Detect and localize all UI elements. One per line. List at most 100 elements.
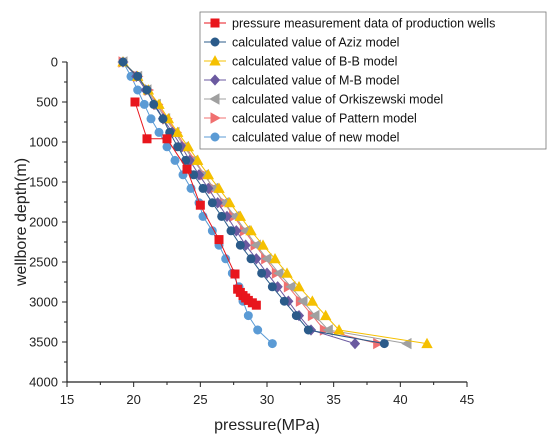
legend-box	[199, 11, 547, 150]
data-point	[182, 164, 192, 174]
data-point	[146, 114, 156, 124]
legend-label: calculated value of B-B model	[232, 55, 397, 69]
data-point	[230, 269, 240, 279]
legend-marker	[210, 18, 220, 28]
y-tick-label: 4000	[29, 375, 58, 390]
data-point	[379, 339, 389, 349]
data-point	[226, 226, 236, 236]
data-point	[291, 311, 301, 321]
data-point	[285, 281, 296, 293]
data-point	[235, 240, 245, 250]
data-point	[118, 57, 128, 67]
legend-label: calculated value of Aziz model	[232, 36, 399, 50]
data-point	[221, 254, 231, 264]
y-tick-label: 3000	[29, 295, 58, 310]
data-point	[191, 154, 204, 165]
data-point	[217, 211, 227, 221]
legend-entry: calculated value of Orkiszewski model	[204, 93, 443, 107]
series-0	[130, 97, 261, 310]
data-point	[281, 267, 293, 278]
series-1	[118, 57, 389, 349]
legend-entry: calculated value of M-B model	[204, 74, 399, 88]
data-point	[421, 337, 433, 349]
x-tick-label: 40	[393, 392, 407, 407]
data-point	[133, 71, 143, 81]
legend-marker	[209, 93, 220, 105]
x-tick-label: 25	[193, 392, 207, 407]
data-point	[293, 280, 305, 292]
legend-label: calculated value of Orkiszewski model	[232, 93, 443, 107]
data-point	[195, 200, 205, 210]
data-point	[322, 324, 333, 336]
x-axis-label: pressure(MPa)	[214, 417, 320, 434]
data-point	[198, 183, 208, 193]
y-tick-label: 1500	[29, 175, 58, 190]
series-2	[117, 56, 433, 349]
legend-label: pressure measurement data of production …	[232, 17, 495, 31]
y-axis-label: wellbore depth(m)	[13, 158, 30, 287]
data-point	[253, 325, 263, 335]
y-tick-label: 3500	[29, 335, 58, 350]
data-point	[373, 337, 384, 350]
data-point	[234, 210, 247, 221]
data-point	[257, 239, 269, 250]
data-point	[139, 99, 149, 109]
data-point	[279, 296, 289, 306]
legend-entry: calculated value of new model	[204, 131, 399, 145]
data-point	[154, 127, 164, 137]
data-point	[269, 252, 281, 264]
data-point	[130, 97, 140, 107]
data-point	[303, 325, 313, 335]
x-tick-label: 35	[326, 392, 340, 407]
legend-label: calculated value of new model	[232, 131, 399, 145]
legend-entry: calculated value of Aziz model	[204, 36, 399, 50]
x-tick-label: 15	[60, 392, 74, 407]
x-tick-label: 20	[126, 392, 140, 407]
data-point	[245, 224, 257, 236]
legend-entry: pressure measurement data of production …	[204, 17, 495, 31]
data-point	[142, 85, 152, 95]
data-point	[257, 268, 267, 278]
legend-entry: calculated value of Pattern model	[204, 112, 417, 126]
legend-marker	[210, 37, 220, 47]
legend-label: calculated value of M-B model	[232, 74, 399, 88]
y-tick-label: 1000	[29, 135, 58, 150]
data-point	[149, 99, 159, 109]
data-point	[319, 309, 332, 321]
data-point	[306, 295, 319, 306]
data-point	[171, 126, 184, 137]
x-tick-label: 30	[260, 392, 274, 407]
legend-entry: calculated value of B-B model	[204, 55, 397, 69]
data-point	[333, 324, 345, 335]
data-point	[182, 140, 195, 152]
legend-marker	[209, 55, 221, 66]
y-tick-label: 2000	[29, 215, 58, 230]
legend-marker	[210, 132, 220, 142]
data-point	[297, 295, 308, 307]
y-tick-label: 500	[36, 95, 58, 110]
data-point	[243, 311, 253, 321]
data-point	[158, 114, 168, 124]
data-point	[213, 182, 225, 193]
data-point	[349, 337, 361, 350]
x-tick-label: 45	[460, 392, 474, 407]
data-point	[214, 235, 224, 245]
data-point	[142, 134, 152, 144]
data-point	[261, 253, 272, 265]
legend: pressure measurement data of production …	[199, 11, 547, 150]
legend-label: calculated value of Pattern model	[232, 112, 417, 126]
y-tick-label: 0	[51, 55, 58, 70]
legend-marker	[210, 112, 221, 124]
data-point	[207, 198, 217, 208]
data-point	[309, 309, 320, 322]
data-point	[202, 168, 215, 180]
y-tick-label: 2500	[29, 255, 58, 270]
data-point	[273, 267, 284, 279]
data-point	[173, 142, 183, 152]
data-point	[267, 339, 277, 349]
data-point	[170, 155, 180, 165]
data-point	[162, 134, 172, 144]
data-point	[267, 282, 277, 292]
data-point	[251, 300, 261, 310]
